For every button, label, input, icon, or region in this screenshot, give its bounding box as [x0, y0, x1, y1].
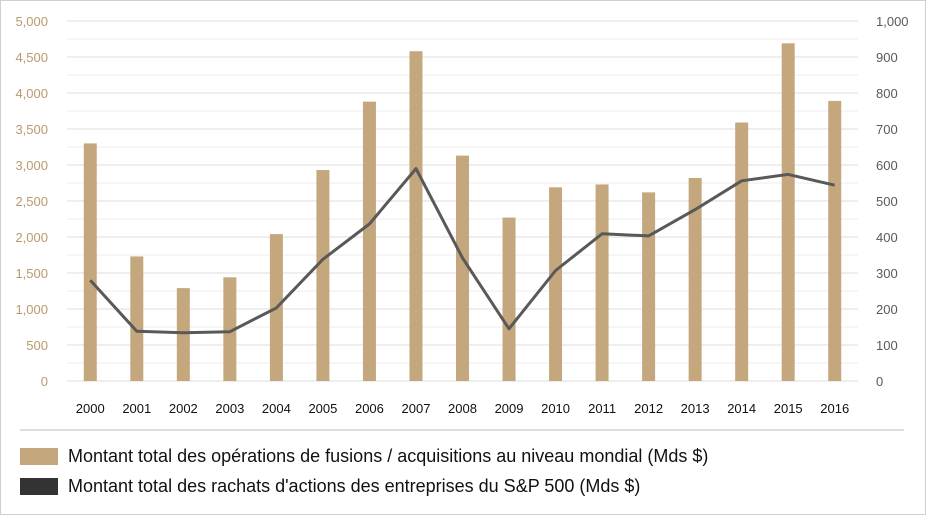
x-tick-label: 2016	[820, 401, 849, 416]
x-axis: 2000 2001 2002 2003 2004 2005 2006 2007 2008 2009…	[76, 401, 849, 416]
legend-swatch-line	[20, 477, 58, 495]
legend-label-line: Montant total des rachats d'actions des …	[68, 475, 641, 496]
left-tick-label: 3,000	[15, 158, 48, 173]
x-tick-label: 2014	[727, 401, 756, 416]
bar	[781, 43, 795, 381]
left-tick-label: 2,000	[15, 230, 48, 245]
left-axis: 0 500 1,000 1,500 2,000 2,500 3,000 3,500 4,000 4…	[15, 14, 48, 389]
x-tick-label: 2005	[308, 401, 337, 416]
right-tick-label: 700	[876, 122, 898, 137]
left-tick-label: 5,000	[15, 14, 48, 29]
right-tick-label: 800	[876, 86, 898, 101]
left-tick-label: 1,000	[15, 302, 48, 317]
right-tick-label: 600	[876, 158, 898, 173]
bar	[409, 51, 423, 382]
bar	[502, 217, 516, 381]
right-tick-label: 100	[876, 338, 898, 353]
x-tick-label: 2006	[355, 401, 384, 416]
right-axis: 0 100 200 300 400 500 600 700 800 900 1,000	[876, 14, 909, 389]
left-tick-label: 4,000	[15, 86, 48, 101]
x-tick-label: 2001	[122, 401, 151, 416]
bar	[223, 277, 237, 381]
bar	[595, 184, 609, 381]
bar	[735, 122, 749, 382]
x-tick-label: 2003	[215, 401, 244, 416]
x-tick-label: 2004	[262, 401, 291, 416]
bar	[362, 101, 376, 381]
legend-swatch-bars	[20, 447, 58, 465]
x-tick-label: 2002	[169, 401, 198, 416]
bar	[176, 288, 190, 381]
legend-item-line: Montant total des rachats d'actions des …	[20, 471, 708, 501]
right-tick-label: 300	[876, 266, 898, 281]
right-tick-label: 900	[876, 50, 898, 65]
x-tick-label: 2010	[541, 401, 570, 416]
bar	[642, 192, 656, 381]
left-tick-label: 1,500	[15, 266, 48, 281]
line-series	[89, 167, 836, 335]
x-tick-label: 2007	[402, 401, 431, 416]
right-tick-label: 1,000	[876, 14, 909, 29]
bar	[316, 170, 330, 381]
legend-label-bars: Montant total des opérations de fusions …	[68, 445, 709, 466]
line-series-path	[89, 167, 836, 335]
x-tick-label: 2008	[448, 401, 477, 416]
right-tick-label: 500	[876, 194, 898, 209]
right-tick-label: 400	[876, 230, 898, 245]
bar-series	[83, 43, 842, 382]
legend-item-bars: Montant total des opérations de fusions …	[20, 441, 708, 471]
right-tick-label: 200	[876, 302, 898, 317]
bar	[828, 100, 842, 382]
x-tick-label: 2011	[588, 401, 616, 416]
bar	[130, 256, 144, 381]
bar	[83, 143, 97, 381]
legend: Montant total des opérations de fusions …	[20, 441, 708, 501]
left-tick-label: 2,500	[15, 194, 48, 209]
x-tick-label: 2009	[495, 401, 524, 416]
x-tick-label: 2015	[774, 401, 803, 416]
left-tick-label: 3,500	[15, 122, 48, 137]
bar	[549, 187, 563, 381]
left-tick-label: 500	[26, 338, 48, 353]
bar	[456, 155, 469, 381]
x-tick-label: 2013	[681, 401, 710, 416]
right-tick-label: 0	[876, 374, 883, 389]
x-tick-label: 2012	[634, 401, 663, 416]
x-tick-label: 2000	[76, 401, 105, 416]
combo-chart: 0 500 1,000 1,500 2,000 2,500 3,000 3,500 4,000 4…	[15, 14, 909, 431]
bar	[688, 177, 702, 381]
left-tick-label: 4,500	[15, 50, 48, 65]
left-tick-label: 0	[41, 374, 48, 389]
